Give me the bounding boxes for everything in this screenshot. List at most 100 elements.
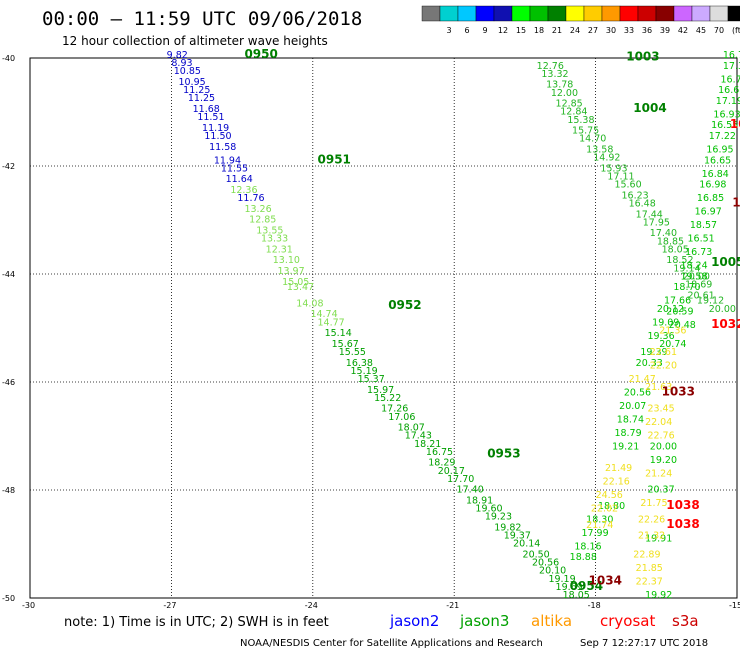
data-points: 9.828.9310.8510.9511.2511.2511.6811.5111… [167, 50, 740, 601]
wave-height-point: 21.63 [645, 382, 672, 393]
track-time-label: 1034 [589, 574, 622, 588]
wave-height-point: 17.11 [607, 172, 634, 183]
legend-jason3: jason3 [459, 612, 509, 630]
wave-height-point: 21.74 [586, 520, 613, 531]
wave-height-point: 14.70 [579, 134, 606, 145]
wave-height-point: 18.16 [574, 541, 601, 552]
wave-height-point: 11.25 [183, 85, 210, 96]
wave-height-point: 19.37 [504, 531, 531, 542]
wave-height-point: 12.85 [556, 99, 583, 110]
wave-height-point: 18.21 [414, 439, 441, 450]
colorbar-swatch [493, 5, 513, 22]
wave-height-point: 16.97 [695, 207, 722, 218]
wave-height-point: 20.37 [647, 485, 674, 496]
wave-height-point: 17.43 [405, 431, 432, 442]
wave-height-point: 18.91 [466, 496, 493, 507]
wave-height-point: 13.55 [256, 226, 283, 237]
colorbar-swatch [655, 5, 675, 22]
track-time-label: 1003 [626, 50, 659, 64]
wave-height-point: 23.45 [647, 404, 674, 415]
colorbar-tick: 70 [714, 26, 724, 35]
wave-height-point: 16.68 [718, 85, 740, 96]
wave-height-point: 13.26 [244, 204, 271, 215]
wave-height-point: 13.47 [287, 282, 314, 293]
track-time-label: 10 [730, 117, 740, 131]
x-tick-label: -30 [22, 601, 35, 610]
wave-height-point: 11.19 [202, 123, 229, 134]
colorbar-swatch [565, 5, 585, 22]
wave-height-point: 17.22 [709, 131, 736, 142]
wave-height-point: 16.98 [699, 180, 726, 191]
colorbar-tick: 39 [660, 26, 670, 35]
colorbar-tick: 24 [570, 26, 580, 35]
wave-height-point: 20.56 [624, 388, 651, 399]
wave-height-point: 15.93 [600, 163, 627, 174]
wave-height-point: 11.51 [197, 112, 224, 123]
wave-height-point: 19.36 [647, 331, 674, 342]
wave-height-point: 20.07 [619, 401, 646, 412]
colorbar-swatch [727, 5, 740, 22]
wave-height-point: 17.70 [447, 474, 474, 485]
wave-height-point: 18.52 [666, 255, 693, 266]
wave-height-point: 13.33 [261, 234, 288, 245]
colorbar-swatch [475, 5, 495, 22]
wave-height-point: 17.19 [716, 96, 740, 107]
colorbar-swatch [547, 5, 567, 22]
wave-height-point: 12.85 [249, 215, 276, 226]
wave-height-point: 17.31 [723, 61, 740, 72]
wave-height-point: 17.40 [650, 228, 677, 239]
wave-height-point: 13.10 [273, 255, 300, 266]
y-tick-label: -46 [2, 378, 15, 387]
track-time-label: 0951 [318, 152, 351, 166]
wave-height-point: 18.74 [617, 415, 644, 426]
wave-height-point: 18.30 [586, 514, 613, 525]
x-tick-label: -24 [305, 601, 318, 610]
wave-height-point: 21.36 [659, 325, 686, 336]
x-tick-label: -21 [446, 601, 459, 610]
wave-height-point: 16.48 [629, 199, 656, 210]
wave-height-point: 19.60 [475, 504, 502, 515]
wave-height-point: 22.04 [645, 417, 672, 428]
wave-height-point: 16.51 [688, 234, 715, 245]
wave-height-point: 16.75 [723, 50, 740, 61]
wave-height-point: 19.12 [697, 296, 724, 307]
colorbar-swatch [583, 5, 603, 22]
track-time-label: 0953 [487, 447, 520, 461]
wave-height-point: 13.97 [277, 266, 304, 277]
wave-height-point: 13.78 [546, 80, 573, 91]
wave-height-point: 19.82 [494, 523, 521, 534]
colorbar-tick: 27 [588, 26, 598, 35]
wave-height-point: 11.50 [204, 131, 231, 142]
wave-height-point: 22.61 [650, 347, 677, 358]
wave-height-point: 20.00 [683, 271, 710, 282]
wave-height-point: 15.60 [614, 180, 641, 191]
colorbar-tick: 15 [516, 26, 526, 35]
wave-height-point: 16.78 [721, 74, 740, 85]
colorbar-tick: 18 [534, 26, 544, 35]
track-time-label: 1038 [666, 517, 699, 531]
wave-height-point: 11.76 [237, 193, 264, 204]
wave-height-point: 16.65 [704, 155, 731, 166]
legend-s3a: s3a [672, 612, 699, 630]
wave-height-point: 14.77 [318, 317, 345, 328]
colorbar-swatch [439, 5, 459, 22]
wave-height-point: 20.56 [532, 558, 559, 569]
colorbar-tick: 9 [482, 26, 487, 35]
colorbar-tick: 6 [464, 26, 469, 35]
wave-height-point: 18.05 [563, 590, 590, 601]
wave-height-point: 22.37 [636, 577, 663, 588]
wave-height-point: 17.44 [636, 209, 663, 220]
wave-height-point: 21.75 [640, 498, 667, 509]
wave-height-point: 19.91 [645, 533, 672, 544]
colorbar-swatch [529, 5, 549, 22]
wave-height-point: 12.84 [560, 107, 587, 118]
colorbar-swatch [421, 5, 441, 22]
wave-height-point: 16.55 [711, 120, 738, 131]
wave-height-point: 18.24 [680, 261, 707, 272]
footnote: note: 1) Time is in UTC; 2) SWH is in fe… [64, 615, 329, 630]
y-tick-label: -40 [2, 54, 15, 63]
wave-height-point: 20.17 [438, 466, 465, 477]
wave-height-point: 22.76 [647, 431, 674, 442]
